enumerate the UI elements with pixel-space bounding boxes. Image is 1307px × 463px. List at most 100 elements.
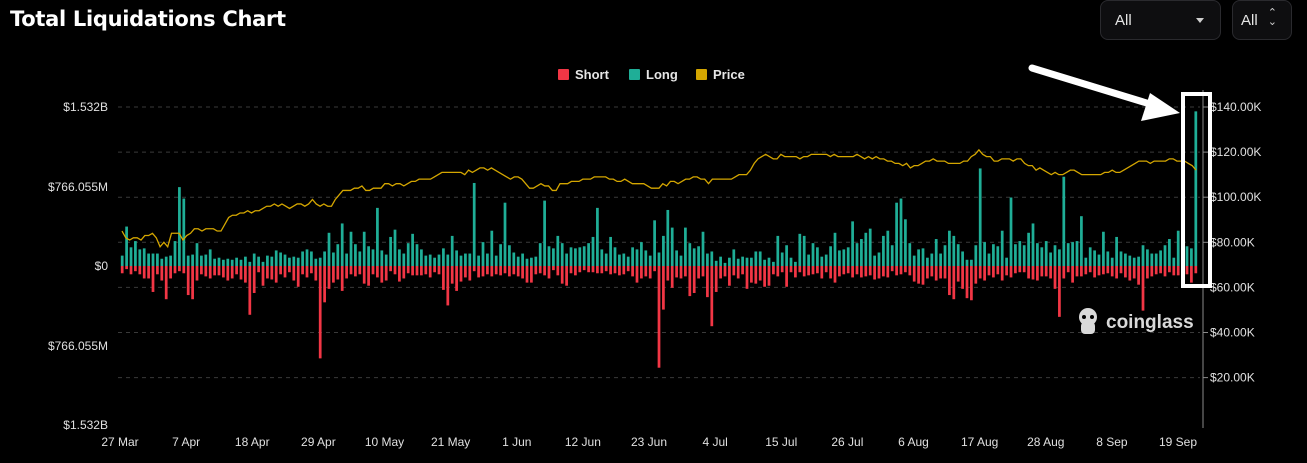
long-bar (1115, 236, 1118, 266)
long-bar (877, 252, 881, 266)
short-bar (1071, 266, 1074, 283)
long-bar (151, 253, 155, 266)
long-bar (235, 257, 238, 266)
short-bar (494, 266, 498, 275)
short-bar (802, 266, 806, 277)
long-bar (494, 255, 498, 266)
y-right-tick-label: $120.00K (1210, 145, 1261, 159)
short-bar (1172, 266, 1176, 276)
long-bar (1062, 176, 1066, 266)
short-bar (1075, 266, 1079, 277)
long-bar (657, 252, 661, 266)
long-bar (389, 236, 392, 266)
coin-select[interactable]: All ⌃ ⌄ (1232, 0, 1292, 40)
x-tick-label: 17 Aug (961, 435, 998, 449)
long-bar (811, 243, 815, 266)
long-bar (274, 250, 278, 266)
long-bar (560, 243, 564, 266)
long-bar (750, 257, 753, 266)
long-bar (569, 247, 573, 266)
long-bar (1163, 245, 1167, 266)
short-bar (701, 266, 705, 277)
short-bar (1040, 266, 1044, 277)
long-bar (609, 236, 612, 266)
long-bar (648, 255, 652, 266)
long-bar (230, 259, 234, 266)
x-tick-label: 27 Mar (101, 435, 138, 449)
short-bar (1066, 266, 1070, 273)
x-tick-label: 18 Apr (235, 435, 270, 449)
long-bar (1044, 241, 1048, 266)
long-bar (543, 200, 546, 266)
long-bar (970, 259, 973, 266)
short-bar (556, 266, 560, 276)
short-bar (833, 266, 837, 283)
long-bar (521, 253, 524, 266)
long-bar (591, 236, 595, 266)
range-select[interactable]: All (1100, 0, 1221, 40)
long-bar (697, 246, 700, 266)
short-bar (1176, 266, 1180, 276)
long-bar (780, 252, 784, 266)
short-bar (552, 266, 555, 271)
long-bar (393, 229, 397, 266)
long-bar (745, 257, 749, 266)
long-bar (411, 233, 414, 266)
short-bar (565, 266, 568, 286)
long-bar (380, 250, 384, 266)
short-bar (472, 266, 476, 272)
short-bar (125, 266, 128, 270)
long-bar (402, 253, 406, 266)
long-bar (1128, 255, 1132, 266)
long-bar (442, 248, 445, 266)
long-bar (1185, 246, 1189, 266)
short-bar (279, 266, 282, 275)
long-bar (816, 247, 819, 266)
long-bar (992, 244, 995, 266)
short-bar (926, 266, 929, 279)
long-bar (886, 230, 890, 266)
long-bar (604, 253, 608, 266)
short-bar (301, 266, 304, 275)
short-bar (604, 266, 608, 272)
short-bar (327, 266, 331, 289)
short-bar (657, 266, 661, 368)
short-bar (547, 266, 551, 279)
long-bar (182, 198, 186, 266)
long-bar (948, 230, 951, 266)
short-bar (1141, 266, 1145, 311)
long-bar (499, 244, 502, 266)
long-bar (486, 253, 489, 266)
short-bar (1053, 266, 1057, 289)
long-bar (415, 244, 419, 266)
short-bar (912, 266, 916, 282)
long-bar (666, 209, 670, 266)
short-bar (1062, 266, 1066, 279)
x-tick-label: 12 Jun (565, 435, 601, 449)
long-bar (204, 254, 208, 266)
short-bar (794, 266, 797, 278)
short-bar (1159, 266, 1162, 274)
short-bar (354, 266, 357, 277)
long-bar (622, 253, 626, 266)
short-bar (640, 266, 643, 279)
long-bar (354, 244, 357, 266)
short-bar (719, 266, 722, 279)
short-bar (873, 266, 876, 280)
long-bar (1031, 223, 1035, 266)
short-bar (129, 266, 133, 275)
short-bar (741, 266, 744, 275)
legend-swatch (696, 69, 707, 80)
short-bar (1009, 266, 1013, 278)
short-bar (481, 266, 485, 277)
short-bar (142, 266, 146, 279)
short-bar (1115, 266, 1118, 279)
x-tick-label: 15 Jul (765, 435, 797, 449)
short-bar (736, 266, 740, 279)
long-bar (1168, 239, 1171, 266)
long-bar (930, 253, 934, 266)
long-bar (472, 182, 476, 266)
long-bar (855, 243, 859, 266)
coin-select-value: All (1241, 11, 1258, 29)
short-bar (1110, 266, 1114, 277)
